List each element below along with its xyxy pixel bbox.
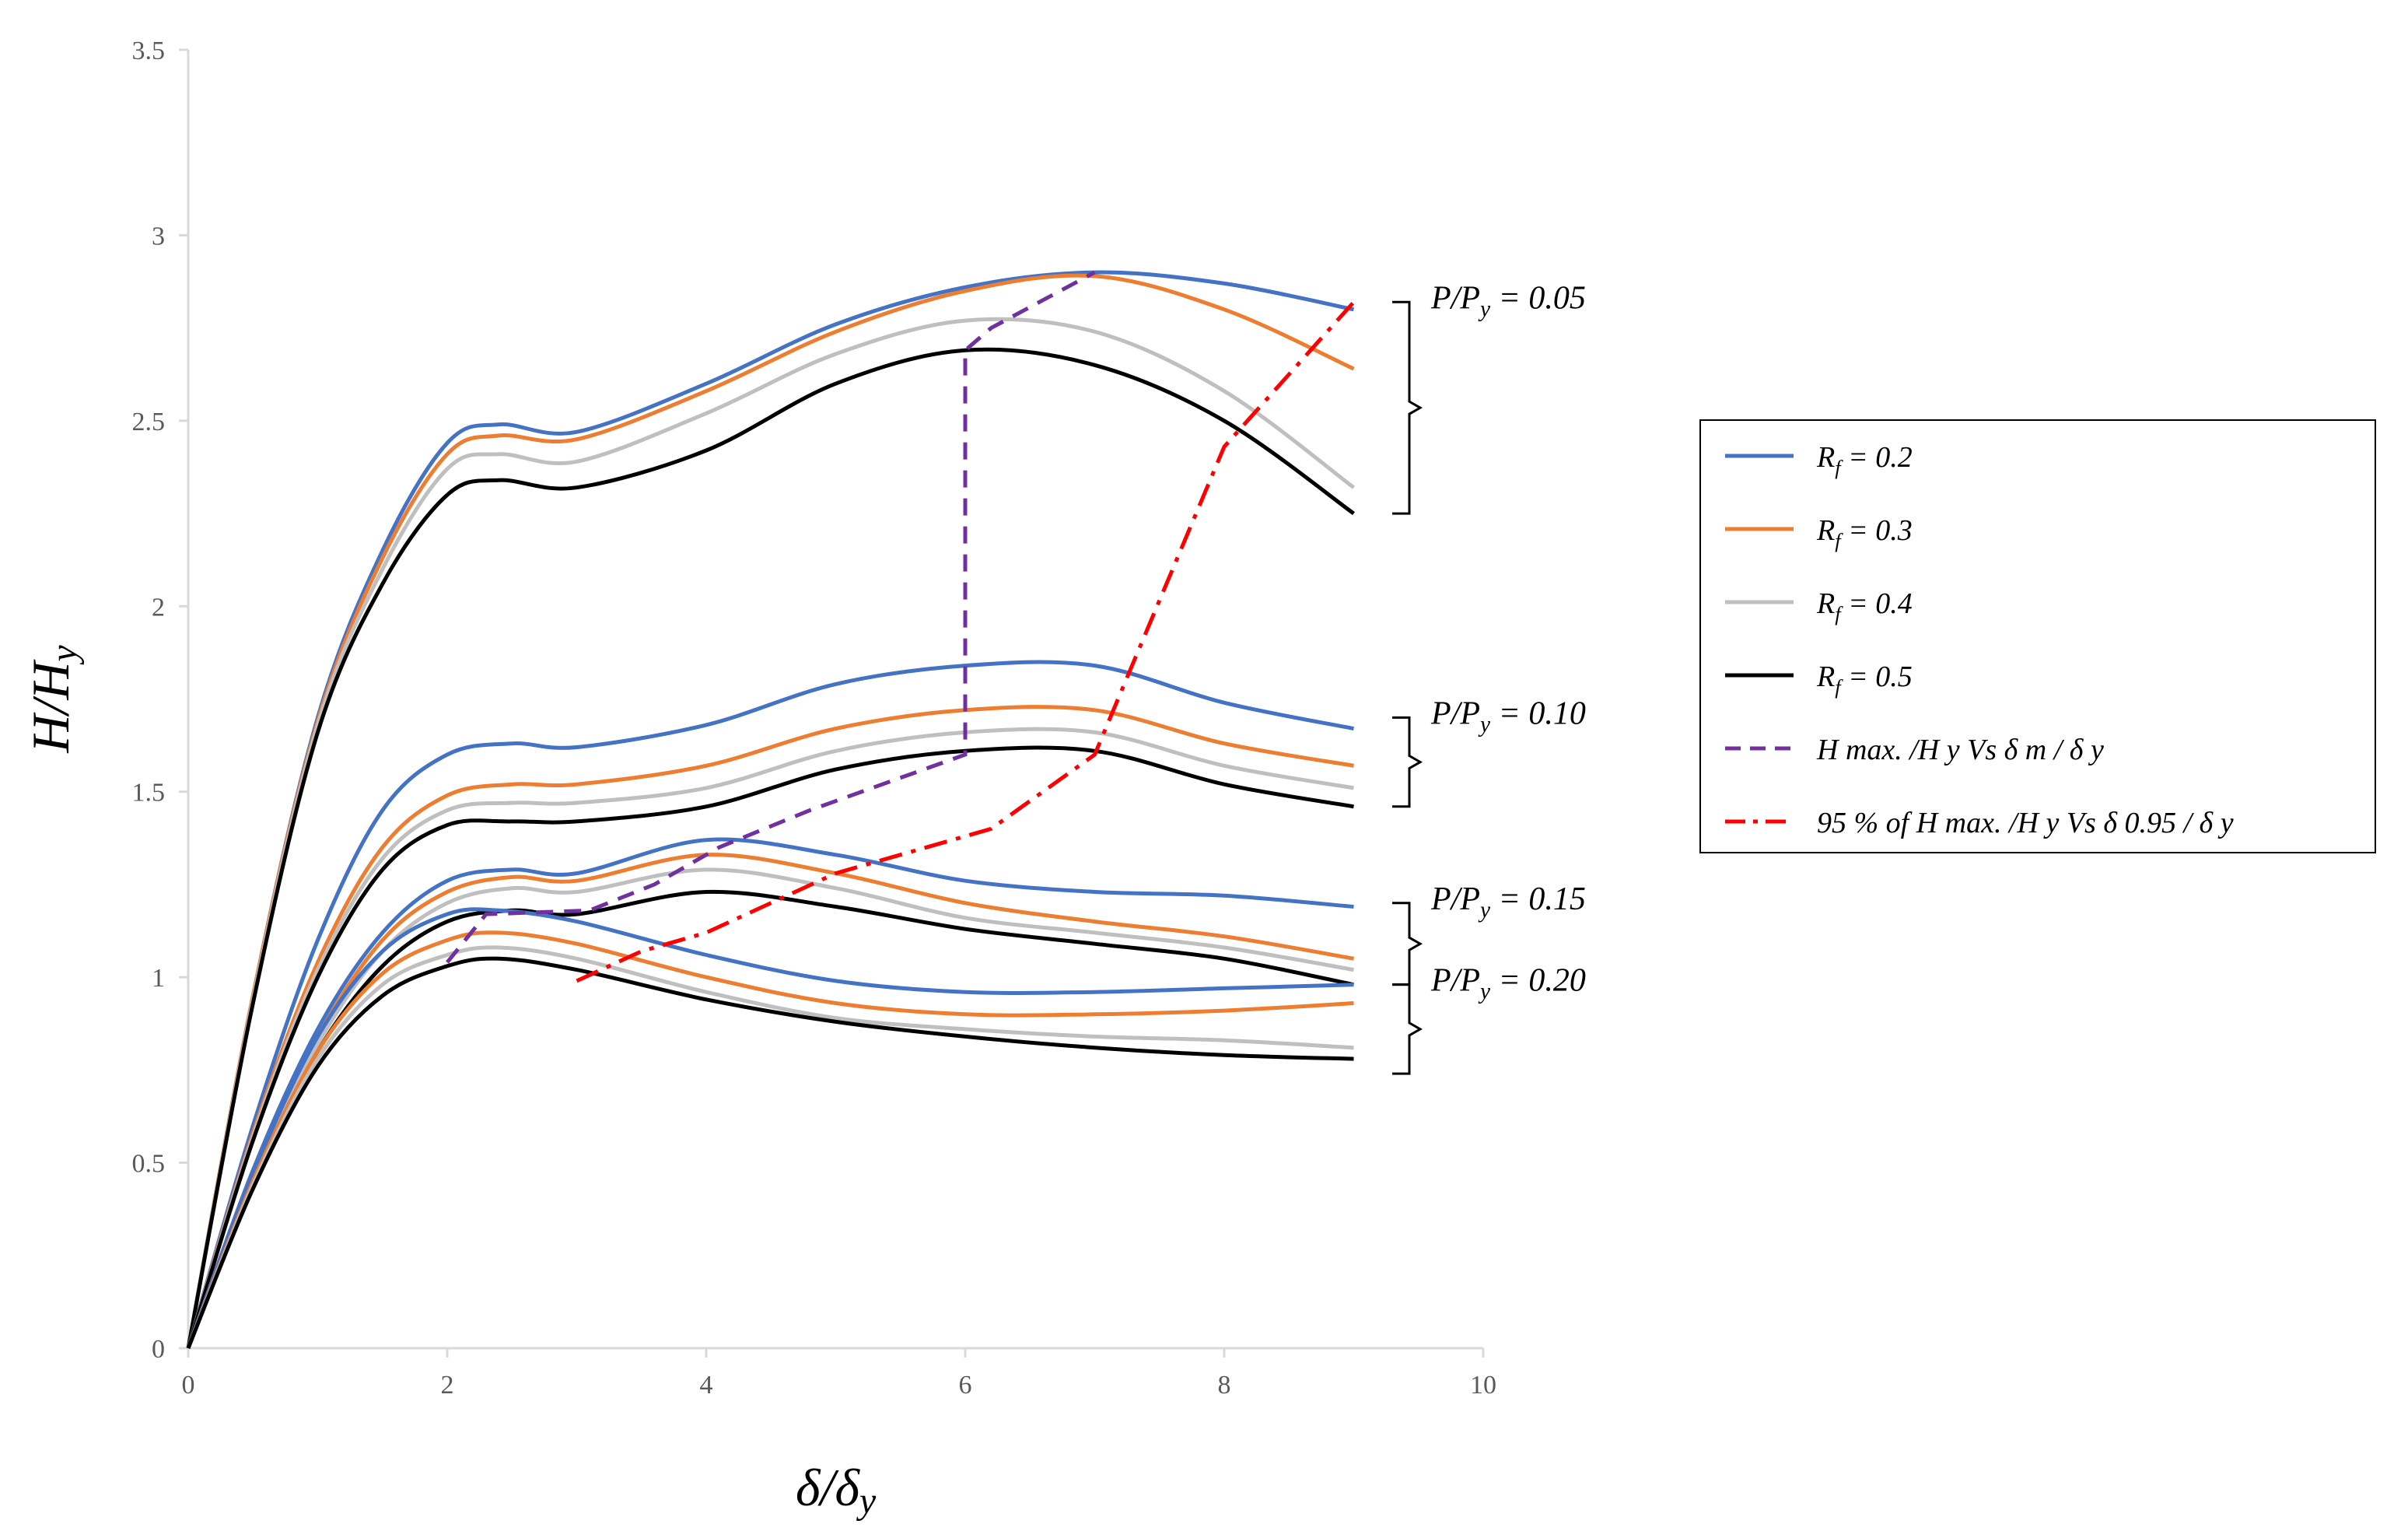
series-line-rf-0-4-group-3 bbox=[186, 945, 1354, 1349]
y-axis-title: H/Hy bbox=[21, 645, 85, 754]
x-tick-label: 4 bbox=[700, 1371, 713, 1400]
series-group-3 bbox=[186, 907, 1354, 1349]
y-tick-label: 1.5 bbox=[132, 779, 166, 808]
group-label-1: P/Py = 0.10 bbox=[1430, 695, 1586, 737]
x-tick-label: 0 bbox=[182, 1371, 195, 1400]
y-tick-label: 3.5 bbox=[132, 37, 166, 65]
y-tick-label: 3 bbox=[152, 222, 165, 250]
series-line-rf-0-3-group-3 bbox=[186, 930, 1354, 1349]
series-line-rf-0-2-group-2 bbox=[186, 837, 1354, 1349]
legend-entry-5: 95 % of H max. /H y Vs δ 0.95 / δ y bbox=[1817, 807, 2234, 839]
x-tick-label: 10 bbox=[1470, 1371, 1496, 1400]
x-tick-label: 2 bbox=[441, 1371, 454, 1400]
series-line-rf-0-2-group-3 bbox=[186, 907, 1354, 1349]
group-bracket-3 bbox=[1392, 983, 1423, 1075]
series-line-rf-0-4-group-0 bbox=[186, 317, 1355, 1349]
legend-entry-3: Rf = 0.5 bbox=[1816, 660, 1913, 699]
group-label-0: P/Py = 0.05 bbox=[1430, 280, 1586, 321]
group-bracket-2 bbox=[1392, 902, 1423, 986]
legend-entry-4: H max. /H y Vs δ m / δ y bbox=[1816, 734, 2104, 766]
x-axis-title: δ/δy bbox=[796, 1458, 877, 1522]
y-tick-label: 0 bbox=[152, 1335, 165, 1364]
series-line-rf-0-2-group-0 bbox=[186, 270, 1354, 1349]
series-line-rf-0-4-group-1 bbox=[186, 727, 1354, 1349]
y-tick-label: 2 bbox=[152, 593, 165, 622]
y-tick-label: 0.5 bbox=[132, 1150, 166, 1179]
legend-box bbox=[1699, 419, 2376, 853]
series-line-rf-0-5-group-2 bbox=[186, 889, 1354, 1349]
group-bracket-1 bbox=[1392, 716, 1423, 808]
group-label-3: P/Py = 0.20 bbox=[1430, 963, 1586, 1004]
axes: 0 0.5 1 1.5 2 2.5 3 3.5 0 2 4 6 8 10 δ/δy H/Hy bbox=[21, 37, 1496, 1522]
series-group-0 bbox=[186, 270, 1355, 1349]
series-line-rf-0-3-group-1 bbox=[186, 705, 1354, 1349]
group-annotations: P/Py = 0.05 P/Py = 0.10 P/Py = 0.15 P/Py = … bbox=[1392, 280, 1586, 1075]
legend: Rf = 0.2 Rf = 0.3 Rf = 0.4 Rf = 0.5 H max. /… bbox=[1699, 419, 2376, 853]
legend-entry-2: Rf = 0.4 bbox=[1816, 587, 1913, 625]
y-tick-label: 2.5 bbox=[132, 408, 166, 436]
series-group-1 bbox=[186, 660, 1354, 1349]
x-tick-label: 8 bbox=[1218, 1371, 1231, 1400]
series-group-2 bbox=[186, 837, 1354, 1349]
plot-area bbox=[186, 270, 1356, 1349]
x-tick-label: 6 bbox=[959, 1371, 972, 1400]
series-line-rf-0-4-group-2 bbox=[186, 867, 1354, 1349]
h95-reference-line bbox=[576, 300, 1356, 983]
legend-entry-1: Rf = 0.3 bbox=[1816, 514, 1913, 552]
legend-entry-0: Rf = 0.2 bbox=[1816, 441, 1913, 479]
group-label-2: P/Py = 0.15 bbox=[1430, 881, 1586, 923]
series-line-rf-0-5-group-3 bbox=[186, 956, 1354, 1349]
series-line-rf-0-2-group-1 bbox=[186, 660, 1354, 1349]
y-tick-label: 1 bbox=[152, 964, 165, 993]
series-line-rf-0-3-group-0 bbox=[186, 273, 1355, 1349]
group-bracket-0 bbox=[1392, 300, 1423, 515]
series-line-rf-0-5-group-1 bbox=[186, 745, 1354, 1349]
series-line-rf-0-5-group-0 bbox=[186, 347, 1355, 1349]
hmax-reference-line bbox=[446, 270, 1096, 964]
series-line-rf-0-3-group-2 bbox=[186, 853, 1354, 1349]
